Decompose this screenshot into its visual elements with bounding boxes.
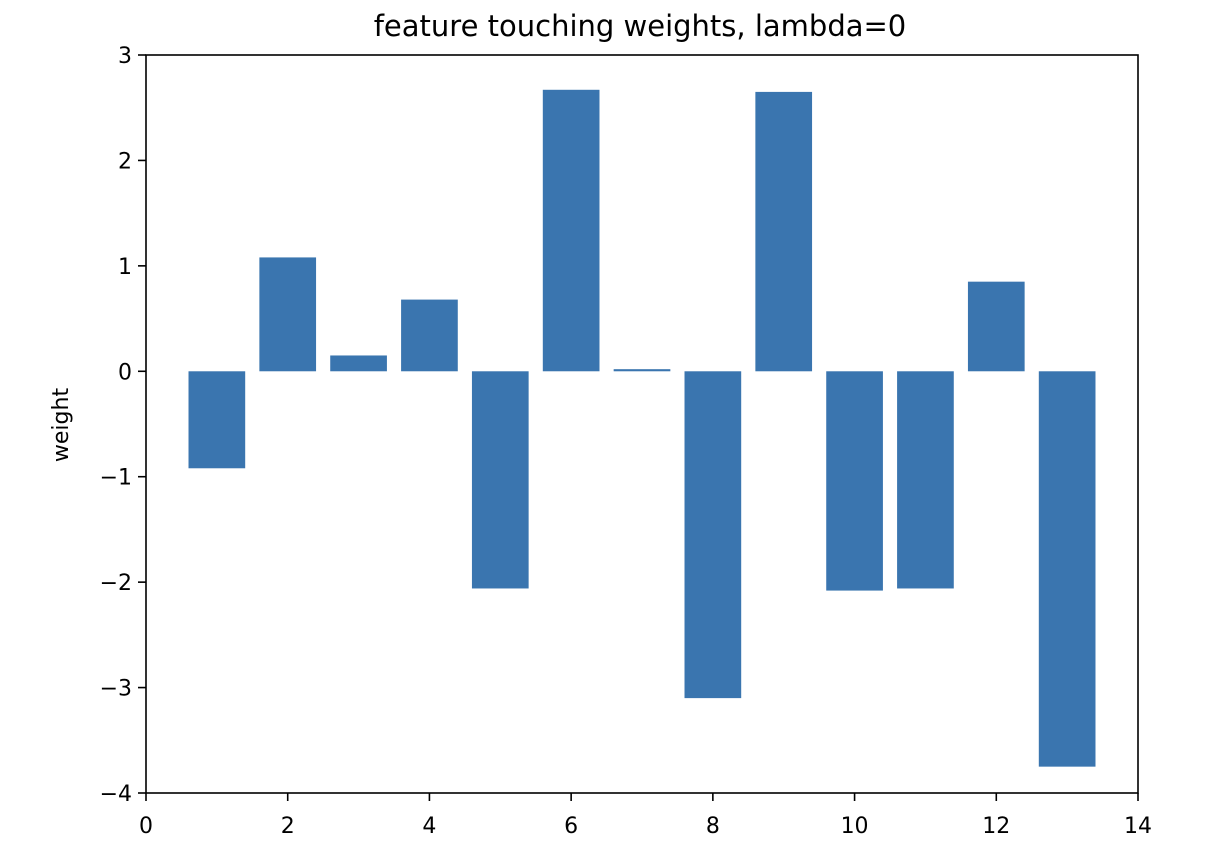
bar-12 [967, 281, 1025, 372]
x-tick-label-10: 10 [841, 814, 869, 839]
y-tick-label--4: −4 [100, 782, 132, 807]
bar-10 [826, 371, 883, 591]
x-tick-label-6: 6 [564, 814, 578, 839]
y-tick-label--3: −3 [100, 677, 132, 702]
bar-9 [755, 91, 813, 372]
x-axis: 0 2 4 6 8 10 12 14 [139, 793, 1152, 839]
bar-1 [188, 371, 246, 469]
x-tick-label-2: 2 [281, 814, 295, 839]
bar-11 [897, 371, 954, 589]
bar-3 [330, 355, 387, 372]
y-tick-label-3: 3 [118, 44, 132, 69]
bar-13 [1038, 371, 1096, 767]
y-axis-label: weight [49, 388, 74, 463]
bar-7 [613, 369, 671, 372]
x-tick-label-12: 12 [982, 814, 1010, 839]
x-tick-label-8: 8 [706, 814, 720, 839]
chart-title: feature touching weights, lambda=0 [374, 9, 907, 43]
y-axis: −4 −3 −2 −1 0 1 2 3 [100, 44, 146, 807]
y-tick-label-1: 1 [118, 255, 132, 280]
y-tick-label--2: −2 [100, 571, 132, 596]
x-tick-label-4: 4 [422, 814, 436, 839]
bar-8 [684, 371, 742, 699]
bar-6 [542, 89, 600, 372]
bar-4 [401, 299, 458, 372]
y-tick-label--1: −1 [100, 466, 132, 491]
plot-frame [145, 54, 1139, 794]
y-tick-label-2: 2 [118, 149, 132, 174]
x-tick-label-0: 0 [139, 814, 153, 839]
y-tick-label-0: 0 [118, 360, 132, 385]
bar-2 [259, 257, 317, 372]
bar-5 [471, 371, 529, 589]
x-tick-label-14: 14 [1124, 814, 1152, 839]
bars-layer [188, 89, 1096, 767]
